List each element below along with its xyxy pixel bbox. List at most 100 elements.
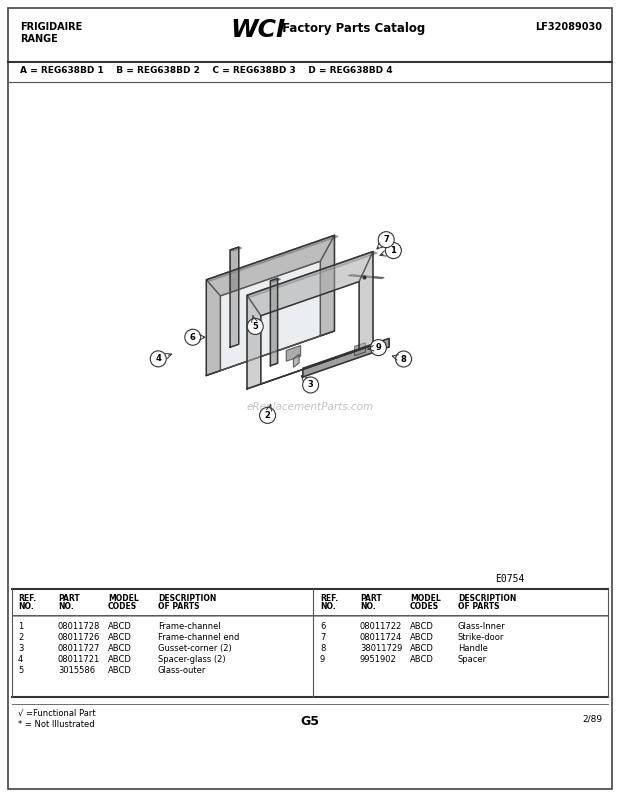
Text: NO.: NO.: [320, 602, 336, 611]
Text: 3: 3: [18, 644, 24, 653]
Polygon shape: [293, 354, 299, 367]
Polygon shape: [270, 278, 278, 366]
Polygon shape: [247, 252, 373, 316]
Polygon shape: [359, 252, 373, 350]
Text: 8: 8: [320, 644, 326, 653]
Text: 9: 9: [376, 343, 381, 352]
Text: √ =Functional Part: √ =Functional Part: [18, 709, 95, 718]
Text: CODES: CODES: [108, 602, 137, 611]
Text: 08011728: 08011728: [58, 622, 100, 631]
Text: PART: PART: [360, 594, 382, 603]
Text: 9951902: 9951902: [360, 655, 397, 664]
Text: A = REG638BD 1    B = REG638BD 2    C = REG638BD 3    D = REG638BD 4: A = REG638BD 1 B = REG638BD 2 C = REG638…: [20, 66, 392, 75]
Polygon shape: [247, 252, 378, 296]
Text: 9: 9: [320, 655, 326, 664]
Polygon shape: [270, 278, 280, 282]
Polygon shape: [206, 331, 334, 375]
Text: E0754: E0754: [495, 574, 525, 584]
Text: ABCD: ABCD: [410, 622, 434, 631]
Polygon shape: [230, 247, 239, 347]
Text: CODES: CODES: [410, 602, 439, 611]
Text: 5: 5: [252, 322, 258, 331]
Text: WCI: WCI: [230, 18, 285, 42]
Polygon shape: [321, 235, 334, 336]
Text: MODEL: MODEL: [410, 594, 441, 603]
Text: DESCRIPTION: DESCRIPTION: [458, 594, 516, 603]
Text: ABCD: ABCD: [410, 633, 434, 642]
Circle shape: [260, 407, 275, 423]
Text: LF32089030: LF32089030: [535, 22, 602, 32]
Text: 8: 8: [401, 355, 407, 363]
Text: 08011722: 08011722: [360, 622, 402, 631]
Text: 1: 1: [18, 622, 24, 631]
Polygon shape: [206, 280, 221, 375]
Text: 1: 1: [391, 246, 396, 255]
Text: 6: 6: [320, 622, 326, 631]
Text: PART: PART: [58, 594, 80, 603]
Circle shape: [370, 340, 386, 355]
Text: ABCD: ABCD: [108, 644, 132, 653]
Text: 3: 3: [308, 380, 314, 390]
Text: 08011727: 08011727: [58, 644, 100, 653]
Text: REF.: REF.: [18, 594, 36, 603]
Text: 08011721: 08011721: [58, 655, 100, 664]
Text: Handle: Handle: [458, 644, 488, 653]
Text: ABCD: ABCD: [108, 666, 132, 675]
Text: RANGE: RANGE: [20, 34, 58, 44]
Text: 38011729: 38011729: [360, 644, 402, 653]
Polygon shape: [221, 261, 321, 371]
Text: 08011724: 08011724: [360, 633, 402, 642]
Text: DESCRIPTION: DESCRIPTION: [158, 594, 216, 603]
Text: 7: 7: [320, 633, 326, 642]
Circle shape: [396, 351, 412, 367]
Text: Frame-channel: Frame-channel: [158, 622, 221, 631]
Text: Spacer-glass (2): Spacer-glass (2): [158, 655, 226, 664]
Text: OF PARTS: OF PARTS: [458, 602, 500, 611]
Text: 3015586: 3015586: [58, 666, 95, 675]
Text: Gusset-corner (2): Gusset-corner (2): [158, 644, 232, 653]
Text: REF.: REF.: [320, 594, 338, 603]
Text: NO.: NO.: [360, 602, 376, 611]
Polygon shape: [286, 345, 301, 361]
Text: Factory Parts Catalog: Factory Parts Catalog: [278, 22, 425, 35]
Text: G5: G5: [301, 715, 319, 728]
Text: * = Not Illustrated: * = Not Illustrated: [18, 720, 95, 729]
Text: NO.: NO.: [58, 602, 74, 611]
Circle shape: [150, 351, 166, 367]
Text: ABCD: ABCD: [108, 655, 132, 664]
Text: Frame-channel end: Frame-channel end: [158, 633, 239, 642]
Polygon shape: [355, 343, 365, 355]
Text: 6: 6: [190, 333, 196, 342]
Text: eReplacementParts.com: eReplacementParts.com: [246, 402, 374, 412]
Polygon shape: [348, 275, 384, 278]
Text: 4: 4: [18, 655, 24, 664]
Circle shape: [303, 377, 319, 393]
Text: 08011726: 08011726: [58, 633, 100, 642]
Text: 2: 2: [265, 411, 270, 420]
Text: Spacer: Spacer: [458, 655, 487, 664]
Text: 7: 7: [383, 235, 389, 244]
Text: Glass-outer: Glass-outer: [158, 666, 206, 675]
Text: 2/89: 2/89: [582, 715, 602, 724]
Polygon shape: [247, 345, 373, 389]
Circle shape: [247, 319, 264, 335]
Text: 2: 2: [18, 633, 24, 642]
Circle shape: [386, 242, 401, 258]
Polygon shape: [303, 339, 389, 377]
Polygon shape: [230, 247, 242, 251]
Text: ABCD: ABCD: [410, 644, 434, 653]
Text: ABCD: ABCD: [108, 633, 132, 642]
Circle shape: [378, 232, 394, 248]
Polygon shape: [247, 295, 261, 389]
Text: ABCD: ABCD: [410, 655, 434, 664]
Text: Glass-Inner: Glass-Inner: [458, 622, 506, 631]
Text: MODEL: MODEL: [108, 594, 139, 603]
Text: 4: 4: [155, 355, 161, 363]
Polygon shape: [206, 235, 338, 281]
Text: Strike-door: Strike-door: [458, 633, 505, 642]
Text: NO.: NO.: [18, 602, 33, 611]
Polygon shape: [206, 235, 334, 296]
Text: FRIGIDAIRE: FRIGIDAIRE: [20, 22, 82, 32]
Text: ABCD: ABCD: [108, 622, 132, 631]
Circle shape: [185, 329, 201, 345]
